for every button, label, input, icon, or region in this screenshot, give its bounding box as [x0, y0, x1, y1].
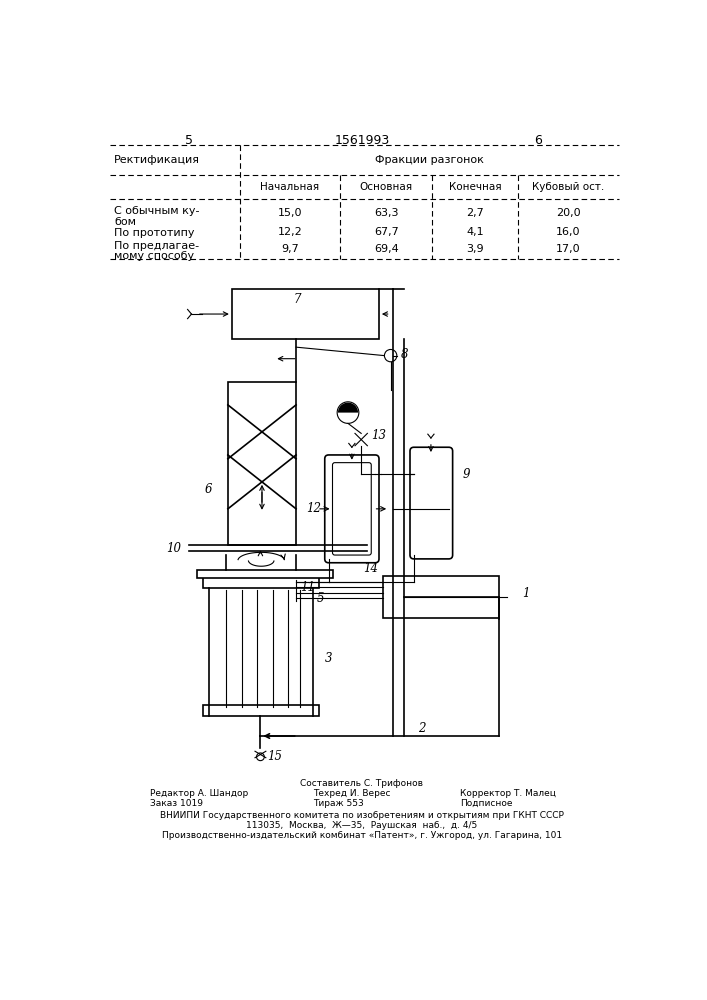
- Bar: [197, 570, 332, 578]
- Bar: [383, 576, 499, 618]
- Text: 12: 12: [306, 502, 321, 515]
- Text: 2: 2: [418, 722, 426, 735]
- Bar: [228, 382, 296, 545]
- Text: Кубовый ост.: Кубовый ост.: [532, 182, 604, 192]
- Text: 4,1: 4,1: [467, 227, 484, 237]
- Text: 15: 15: [267, 750, 282, 763]
- Text: 17,0: 17,0: [556, 244, 580, 254]
- Text: Фракции разгонок: Фракции разгонок: [375, 155, 484, 165]
- Text: 6: 6: [534, 134, 542, 147]
- Text: 67,7: 67,7: [374, 227, 399, 237]
- Text: Ректификация: Ректификация: [114, 155, 200, 165]
- Text: 69,4: 69,4: [374, 244, 399, 254]
- Text: По предлагае-: По предлагае-: [114, 241, 199, 251]
- Text: 16,0: 16,0: [556, 227, 580, 237]
- Text: Начальная: Начальная: [260, 182, 320, 192]
- Text: 2,7: 2,7: [466, 208, 484, 218]
- FancyBboxPatch shape: [325, 455, 379, 563]
- Text: Конечная: Конечная: [449, 182, 501, 192]
- Text: По прототипу: По прототипу: [114, 228, 194, 238]
- Text: Техред И. Верес: Техред И. Верес: [313, 789, 391, 798]
- Bar: [232, 289, 379, 339]
- Text: 12,2: 12,2: [278, 227, 303, 237]
- Text: 5: 5: [185, 134, 193, 147]
- Text: ВНИИПИ Государственного комитета по изобретениям и открытиям при ГКНТ СССР: ВНИИПИ Государственного комитета по изоб…: [160, 811, 564, 820]
- Text: 3: 3: [325, 652, 332, 666]
- FancyBboxPatch shape: [332, 463, 371, 555]
- Text: Основная: Основная: [360, 182, 413, 192]
- Wedge shape: [338, 403, 358, 413]
- Text: 5: 5: [317, 592, 325, 605]
- Text: Составитель С. Трифонов: Составитель С. Трифонов: [300, 779, 423, 788]
- Text: Производственно-издательский комбинат «Патент», г. Ужгород, ул. Гагарина, 101: Производственно-издательский комбинат «П…: [162, 831, 562, 840]
- Text: Корректор Т. Малец: Корректор Т. Малец: [460, 789, 556, 798]
- Text: Заказ 1019: Заказ 1019: [151, 799, 204, 808]
- Bar: [203, 577, 320, 588]
- Text: 6: 6: [205, 483, 212, 496]
- FancyBboxPatch shape: [410, 447, 452, 559]
- Text: Тираж 553: Тираж 553: [313, 799, 364, 808]
- Text: С обычным ку-: С обычным ку-: [114, 206, 199, 216]
- Text: 1561993: 1561993: [334, 134, 390, 147]
- Text: 9: 9: [462, 468, 470, 481]
- Circle shape: [337, 402, 359, 423]
- Text: 14: 14: [363, 562, 378, 575]
- Text: Подписное: Подписное: [460, 799, 513, 808]
- Text: 63,3: 63,3: [374, 208, 399, 218]
- Text: 7: 7: [294, 293, 301, 306]
- Text: мому способу: мому способу: [114, 251, 194, 261]
- Bar: [203, 705, 320, 716]
- Text: 1: 1: [522, 587, 530, 600]
- Text: Редактор А. Шандор: Редактор А. Шандор: [151, 789, 249, 798]
- Text: 13: 13: [370, 429, 386, 442]
- Text: 20,0: 20,0: [556, 208, 580, 218]
- Text: 3,9: 3,9: [467, 244, 484, 254]
- Text: 8: 8: [401, 348, 409, 361]
- Text: бом: бом: [114, 217, 136, 227]
- Text: 10: 10: [166, 542, 182, 555]
- Text: 9,7: 9,7: [281, 244, 299, 254]
- Text: 11: 11: [300, 581, 315, 594]
- Text: 113035,  Москва,  Ж—35,  Раушская  наб.,  д. 4/5: 113035, Москва, Ж—35, Раушская наб., д. …: [246, 821, 477, 830]
- Text: 15,0: 15,0: [278, 208, 302, 218]
